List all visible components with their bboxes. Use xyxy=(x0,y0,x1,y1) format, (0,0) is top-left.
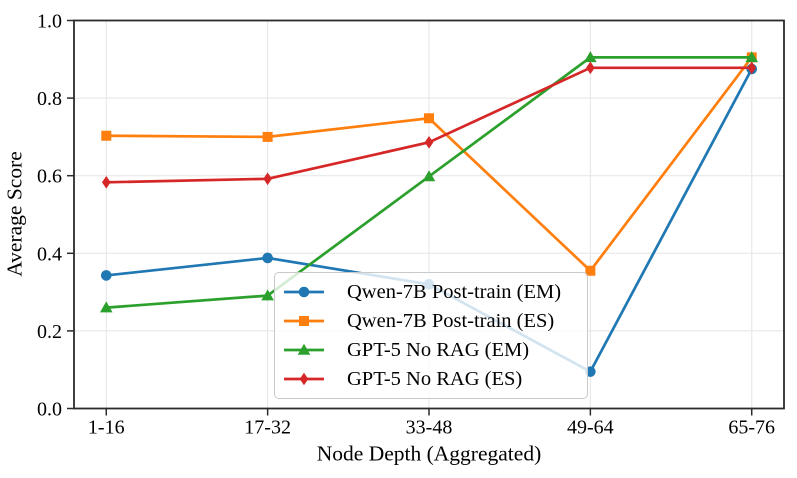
y-axis-label: Average Score xyxy=(2,151,27,277)
marker-square xyxy=(262,131,273,142)
marker-square xyxy=(299,316,309,326)
y-tick-label: 0.4 xyxy=(37,243,62,265)
legend-item: Qwen-7B Post-train (ES) xyxy=(282,307,579,335)
x-tick-label: 33-48 xyxy=(406,417,453,439)
x-tick-label: 17-32 xyxy=(244,417,291,439)
x-tick-label: 65-76 xyxy=(728,417,775,439)
marker-triangle xyxy=(422,170,436,182)
marker-circle xyxy=(100,270,112,281)
legend-item: GPT-5 No RAG (EM) xyxy=(282,336,579,364)
legend-label: GPT-5 No RAG (ES) xyxy=(347,367,523,390)
marker-diamond xyxy=(586,61,595,75)
marker-triangle xyxy=(297,343,311,355)
y-tick-label: 0.0 xyxy=(37,399,62,421)
y-tick-label: 1.0 xyxy=(37,11,62,33)
legend-label: Qwen-7B Post-train (EM) xyxy=(347,280,562,303)
marker-triangle xyxy=(99,301,113,313)
legend-sample-line-square xyxy=(284,316,324,326)
legend-sample-line-diamond xyxy=(284,372,324,386)
marker-circle xyxy=(262,252,273,264)
y-tick-label: 0.6 xyxy=(37,166,62,188)
legend-sample-line-circle xyxy=(284,286,324,298)
marker-triangle xyxy=(745,51,759,63)
x-axis-label: Node Depth (Aggregated) xyxy=(316,441,542,466)
legend-item: Qwen-7B Post-train (EM) xyxy=(282,278,579,306)
marker-diamond xyxy=(747,61,757,75)
legend-sample-line-triangle xyxy=(284,343,324,355)
y-tick-label: 0.2 xyxy=(37,321,62,343)
marker-triangle xyxy=(584,51,597,63)
legend-label: GPT-5 No RAG (EM) xyxy=(347,338,530,361)
marker-square xyxy=(101,130,112,141)
x-tick-label: 1-16 xyxy=(88,417,125,439)
marker-diamond xyxy=(101,175,111,189)
y-tick-label: 0.8 xyxy=(37,88,62,110)
marker-square xyxy=(585,265,596,276)
legend-label: Qwen-7B Post-train (ES) xyxy=(347,309,555,332)
marker-diamond xyxy=(263,172,272,186)
marker-diamond xyxy=(299,372,309,386)
marker-square xyxy=(424,113,434,124)
marker-circle xyxy=(298,286,310,298)
marker-triangle xyxy=(261,289,274,301)
legend: Qwen-7B Post-train (EM) Qwen-7B Post-tra… xyxy=(274,272,588,399)
x-tick-label: 49-64 xyxy=(567,417,614,439)
legend-item: GPT-5 No RAG (ES) xyxy=(282,365,579,393)
marker-diamond xyxy=(424,136,434,149)
